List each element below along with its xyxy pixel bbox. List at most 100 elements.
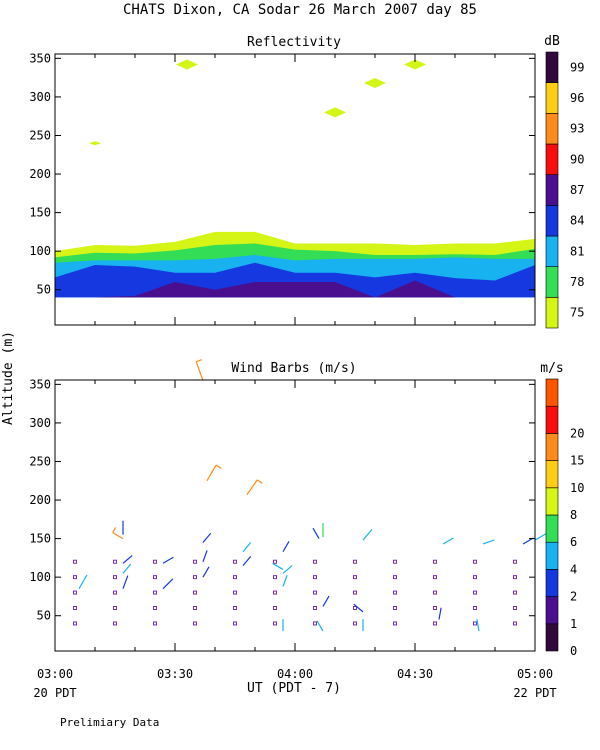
calm-wind-marker — [393, 590, 397, 595]
colorbar-label: 6 — [570, 535, 577, 549]
wind-barb — [122, 575, 129, 589]
reflectivity-patch — [404, 59, 426, 70]
x-axis-label: UT (PDT - 7) — [247, 681, 341, 696]
wind-barb-flag — [112, 527, 117, 533]
wind-barb — [312, 527, 320, 539]
colorbar-swatch — [545, 460, 559, 489]
colorbar-swatch — [545, 235, 559, 267]
calm-wind-marker — [513, 559, 517, 564]
colorbar-swatch — [545, 297, 559, 329]
calm-wind-marker — [353, 575, 357, 580]
y-tick-label: 300 — [29, 416, 51, 430]
colorbar-swatch — [545, 541, 559, 570]
wind-barb-flag — [215, 464, 222, 469]
y-tick-label: 250 — [29, 454, 51, 468]
calm-wind-marker — [353, 559, 357, 564]
calm-wind-marker — [353, 590, 357, 595]
y-tick-label: 150 — [29, 532, 51, 546]
plot-frame — [54, 379, 536, 652]
panel1-title: Reflectivity — [247, 35, 341, 50]
colorbar-swatch — [545, 623, 559, 652]
x-tick-label: 04:30 — [397, 667, 433, 681]
y-tick-label: 350 — [29, 51, 51, 65]
colorbar-2: 0 1 2 4 6 8 10 15 20 — [545, 378, 584, 658]
wind-barb — [162, 556, 174, 564]
calm-wind-marker — [113, 575, 117, 580]
colorbar-label: 20 — [570, 426, 584, 440]
x-tick-label: 03:30 — [157, 667, 193, 681]
x-start-date-label: 20 PDT — [33, 686, 76, 700]
colorbar-label: 84 — [570, 214, 584, 228]
calm-wind-marker — [313, 559, 317, 564]
colorbar-label: 4 — [570, 562, 577, 576]
calm-wind-marker — [513, 575, 517, 580]
wind-barb — [282, 541, 290, 553]
calm-wind-marker — [473, 606, 477, 611]
colorbar-label: 96 — [570, 91, 584, 105]
calm-wind-marker — [73, 575, 77, 580]
calm-wind-marker — [433, 559, 437, 564]
calm-wind-marker — [473, 590, 477, 595]
calm-wind-marker — [153, 590, 157, 595]
calm-wind-marker — [113, 590, 117, 595]
wind-barb — [206, 464, 217, 482]
colorbar-swatch — [545, 405, 559, 434]
wind-barb — [476, 619, 480, 632]
wind-barb — [438, 607, 442, 620]
y-tick-label: 100 — [29, 570, 51, 584]
calm-wind-marker — [233, 575, 237, 580]
y-tick-label: 350 — [29, 377, 51, 391]
colorbar-swatch — [545, 433, 559, 461]
wind-barb — [242, 542, 252, 553]
calm-wind-marker — [473, 559, 477, 564]
reflectivity-band-87 — [55, 280, 535, 298]
wind-barb — [322, 595, 330, 607]
wind-barb — [78, 574, 88, 590]
calm-wind-marker — [233, 559, 237, 564]
colorbar-swatch — [545, 143, 559, 175]
colorbar-swatch — [545, 266, 559, 298]
colorbar-swatch — [545, 174, 559, 206]
wind-barbs-plot — [73, 359, 548, 632]
calm-wind-marker — [433, 590, 437, 595]
calm-wind-marker — [273, 575, 277, 580]
calm-wind-marker — [433, 606, 437, 611]
colorbar-label: 87 — [570, 183, 584, 197]
colorbar-swatch — [545, 487, 559, 516]
reflectivity-patch — [176, 59, 198, 70]
y-tick-label: 150 — [29, 206, 51, 220]
colorbar-swatch — [545, 113, 559, 145]
colorbar-swatch — [545, 51, 559, 83]
wind-barb — [482, 539, 495, 545]
colorbar-1: 75 78 81 84 87 90 93 96 99 — [545, 51, 584, 329]
wind-barb — [282, 574, 288, 587]
calm-wind-marker — [513, 590, 517, 595]
wind-barb — [202, 566, 210, 578]
calm-wind-marker — [393, 621, 397, 626]
x-end-date-label: 22 PDT — [513, 686, 556, 700]
reflectivity-patch — [364, 78, 386, 89]
calm-wind-marker — [113, 606, 117, 611]
calm-wind-marker — [433, 575, 437, 580]
calm-wind-marker — [313, 590, 317, 595]
colorbar-label: 1 — [570, 617, 577, 631]
calm-wind-marker — [73, 621, 77, 626]
calm-wind-marker — [313, 621, 317, 626]
calm-wind-marker — [193, 559, 197, 564]
panel1-colorbar-unit: dB — [544, 34, 560, 49]
wind-barb — [316, 620, 324, 632]
x-tick-label: 04:00 — [277, 667, 313, 681]
y-tick-label: 100 — [29, 244, 51, 258]
reflectivity-patch — [324, 107, 346, 118]
reflectivity-patch — [89, 141, 101, 146]
colorbar-swatch — [545, 596, 559, 625]
panel1-axes: 50 100 150 200 250 300 350 — [29, 51, 536, 326]
wind-barb — [282, 565, 293, 574]
wind-barb-flag — [195, 359, 203, 363]
colorbar-label: 8 — [570, 508, 577, 522]
calm-wind-marker — [113, 621, 117, 626]
colorbar-label: 15 — [570, 454, 584, 468]
figure-title: CHATS Dixon, CA Sodar 26 March 2007 day … — [123, 2, 477, 18]
calm-wind-marker — [273, 559, 277, 564]
calm-wind-marker — [393, 606, 397, 611]
